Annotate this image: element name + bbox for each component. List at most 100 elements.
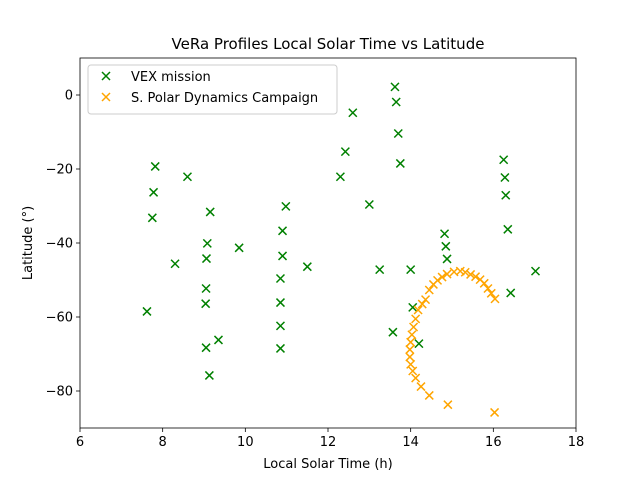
- data-point: [281, 201, 291, 211]
- data-point: [411, 373, 421, 383]
- y-tick-label: −80: [46, 385, 73, 400]
- data-point: [443, 400, 453, 410]
- legend-marker-vex: [101, 71, 111, 81]
- data-point: [442, 269, 452, 279]
- data-point: [302, 262, 312, 272]
- data-point: [409, 322, 419, 332]
- x-tick-label: 18: [568, 435, 585, 450]
- series-0: [142, 82, 541, 380]
- data-point: [479, 278, 489, 288]
- data-point: [406, 359, 416, 369]
- data-point: [150, 161, 160, 171]
- data-point: [499, 155, 509, 165]
- data-point: [437, 272, 447, 282]
- data-point: [335, 172, 345, 182]
- data-point: [388, 327, 398, 337]
- data-point: [490, 407, 500, 417]
- data-point: [348, 108, 358, 118]
- data-point: [503, 224, 513, 234]
- legend-marker: [101, 71, 111, 81]
- data-point: [416, 382, 426, 392]
- data-point: [275, 321, 285, 331]
- data-point: [506, 288, 516, 298]
- data-point: [408, 366, 418, 376]
- data-point: [234, 243, 244, 253]
- y-tick-label: −40: [46, 237, 73, 252]
- plot-area: [80, 58, 576, 428]
- data-point: [202, 238, 212, 248]
- chart-title: VeRa Profiles Local Solar Time vs Latitu…: [172, 35, 485, 53]
- x-tick-label: 6: [76, 435, 84, 450]
- data-point: [390, 82, 400, 92]
- data-point: [275, 343, 285, 353]
- data-point: [433, 275, 443, 285]
- data-point: [170, 259, 180, 269]
- x-tick-label: 10: [237, 435, 254, 450]
- data-point: [424, 390, 434, 400]
- data-point: [421, 295, 431, 305]
- data-point: [440, 229, 450, 239]
- x-tick-label: 16: [485, 435, 502, 450]
- y-tick-label: −20: [46, 163, 73, 178]
- legend: VEX mission S. Polar Dynamics Campaign: [87, 64, 338, 115]
- series-layer: [142, 82, 541, 417]
- data-point: [149, 187, 159, 197]
- data-point: [205, 207, 215, 217]
- data-point: [278, 226, 288, 236]
- data-point: [486, 288, 496, 298]
- data-point: [530, 266, 541, 276]
- data-point: [201, 343, 211, 353]
- data-point: [340, 147, 350, 157]
- data-point: [483, 283, 493, 294]
- legend-label-vex: VEX mission: [131, 70, 211, 85]
- data-point: [424, 285, 434, 295]
- data-point: [413, 305, 423, 315]
- x-tick-label: 14: [402, 435, 419, 450]
- data-point: [408, 302, 418, 312]
- y-tick-label: 0: [65, 89, 73, 104]
- legend-box: [87, 64, 338, 115]
- data-point: [201, 254, 212, 264]
- data-point: [460, 267, 470, 277]
- data-point: [471, 272, 481, 282]
- y-axis: 0 −20 −40 −60 −80: [46, 89, 80, 400]
- data-point: [393, 128, 403, 139]
- data-point: [500, 172, 510, 183]
- x-axis-label: Local Solar Time (h): [263, 457, 392, 472]
- data-point: [406, 265, 416, 275]
- data-point: [213, 335, 223, 345]
- y-tick-label: −60: [46, 311, 73, 326]
- legend-marker-spdc: [101, 92, 111, 102]
- data-point: [201, 299, 211, 309]
- data-point: [441, 241, 451, 251]
- data-point: [417, 299, 427, 309]
- series-1: [405, 266, 500, 417]
- x-tick-label: 12: [320, 435, 337, 450]
- data-point: [364, 199, 374, 210]
- data-point: [395, 158, 405, 168]
- y-axis-label: Latitude (°): [21, 206, 36, 280]
- data-point: [466, 269, 476, 279]
- x-axis: 6 8 10 12 14 16 18: [76, 428, 584, 450]
- data-point: [501, 190, 511, 200]
- data-point: [278, 251, 288, 261]
- data-point: [275, 273, 285, 284]
- data-point: [406, 337, 416, 347]
- x-tick-label: 8: [159, 435, 167, 450]
- data-point: [411, 314, 421, 324]
- legend-marker: [101, 92, 111, 102]
- data-point: [407, 330, 417, 340]
- data-point: [405, 345, 415, 355]
- data-point: [201, 283, 211, 294]
- data-point: [490, 294, 500, 304]
- data-point: [182, 172, 192, 182]
- data-point: [391, 97, 401, 107]
- data-point: [147, 213, 157, 223]
- data-point: [142, 306, 152, 316]
- data-point: [414, 339, 424, 349]
- legend-label-spdc: S. Polar Dynamics Campaign: [131, 91, 318, 106]
- data-point: [204, 370, 214, 380]
- data-point: [442, 254, 452, 264]
- data-point: [275, 298, 285, 308]
